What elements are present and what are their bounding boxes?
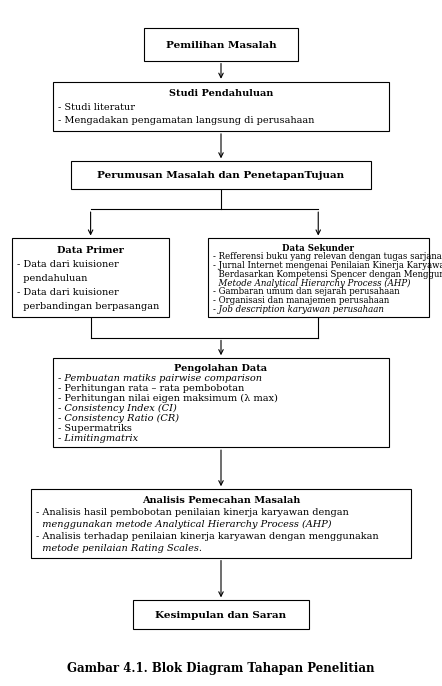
- Text: metode penilaian Rating Scales.: metode penilaian Rating Scales.: [36, 544, 202, 553]
- Text: - Supermatriks: - Supermatriks: [58, 425, 132, 434]
- Bar: [133, 600, 309, 629]
- Bar: [144, 28, 298, 60]
- Text: Metode Analytical Hierarchy Process (AHP): Metode Analytical Hierarchy Process (AHP…: [213, 279, 411, 288]
- Text: - Studi literatur: - Studi literatur: [58, 103, 135, 112]
- Text: - Organisasi dan manajemen perusahaan: - Organisasi dan manajemen perusahaan: [213, 296, 389, 305]
- Text: - Data dari kuisioner: - Data dari kuisioner: [17, 288, 119, 297]
- Bar: [208, 239, 429, 317]
- Text: - Data dari kuisioner: - Data dari kuisioner: [17, 261, 119, 270]
- Text: Pengolahan Data: Pengolahan Data: [175, 364, 267, 373]
- Text: - Job description karyawan perusahaan: - Job description karyawan perusahaan: [213, 305, 384, 314]
- Text: - Perhitungan nilai eigen maksimum (λ max): - Perhitungan nilai eigen maksimum (λ ma…: [58, 394, 278, 403]
- Bar: [53, 358, 389, 447]
- Text: - Pembuatan matiks pairwise comparison: - Pembuatan matiks pairwise comparison: [58, 374, 263, 383]
- Text: Analisis Pemecahan Masalah: Analisis Pemecahan Masalah: [142, 496, 300, 505]
- Text: Pemilihan Masalah: Pemilihan Masalah: [166, 41, 276, 50]
- Text: - Mengadakan pengamatan langsung di perusahaan: - Mengadakan pengamatan langsung di peru…: [58, 117, 315, 126]
- Text: - Consistency Index (CI): - Consistency Index (CI): [58, 404, 177, 413]
- Text: menggunakan metode Analytical Hierarchy Process (AHP): menggunakan metode Analytical Hierarchy …: [36, 520, 332, 529]
- Text: - Analisis terhadap penilaian kinerja karyawan dengan menggunakan: - Analisis terhadap penilaian kinerja ka…: [36, 532, 379, 541]
- Bar: [12, 239, 169, 317]
- Text: pendahuluan: pendahuluan: [17, 274, 88, 283]
- Text: - Gambaran umum dan sejarah perusahaan: - Gambaran umum dan sejarah perusahaan: [213, 287, 400, 296]
- Text: Berdasarkan Kompetensi Spencer dengan Menggunakan: Berdasarkan Kompetensi Spencer dengan Me…: [213, 270, 442, 279]
- Bar: [31, 489, 411, 558]
- Bar: [53, 82, 389, 131]
- Bar: [71, 161, 371, 189]
- Text: Perumusan Masalah dan PenetapanTujuan: Perumusan Masalah dan PenetapanTujuan: [97, 172, 345, 180]
- Text: - Analisis hasil pembobotan penilaian kinerja karyawan dengan: - Analisis hasil pembobotan penilaian ki…: [36, 508, 349, 517]
- Text: Studi Pendahuluan: Studi Pendahuluan: [169, 89, 273, 98]
- Text: Data Sekunder: Data Sekunder: [282, 244, 354, 252]
- Text: - Jurnal Internet mengenai Penilaian Kinerja Karyawan: - Jurnal Internet mengenai Penilaian Kin…: [213, 261, 442, 270]
- Text: Data Primer: Data Primer: [57, 246, 124, 255]
- Text: - Perhitungan rata – rata pembobotan: - Perhitungan rata – rata pembobotan: [58, 384, 244, 393]
- Text: - Refferensi buku yang relevan dengan tugas sarjana: - Refferensi buku yang relevan dengan tu…: [213, 252, 442, 261]
- Text: Kesimpulan dan Saran: Kesimpulan dan Saran: [156, 611, 286, 620]
- Text: perbandingan berpasangan: perbandingan berpasangan: [17, 303, 160, 311]
- Text: - Consistency Ratio (CR): - Consistency Ratio (CR): [58, 414, 179, 423]
- Text: Gambar 4.1. Blok Diagram Tahapan Penelitian: Gambar 4.1. Blok Diagram Tahapan Penelit…: [67, 663, 375, 675]
- Text: - Limitingmatrix: - Limitingmatrix: [58, 434, 138, 443]
